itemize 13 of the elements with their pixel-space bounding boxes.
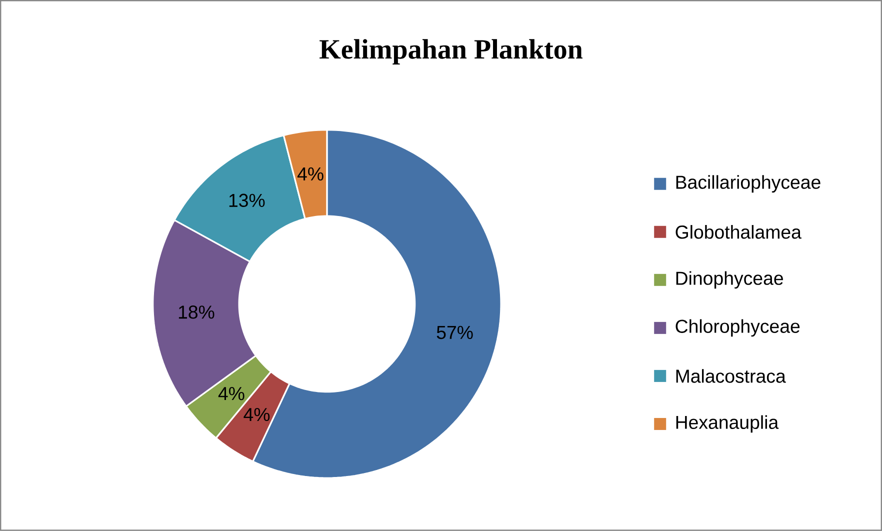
data-label: 4% (218, 387, 244, 400)
legend-label: Bacillariophyceae (676, 175, 820, 193)
data-label: 18% (178, 306, 214, 319)
data-label: 4% (244, 408, 270, 422)
legend-label: Chlorophyceae (676, 319, 800, 337)
data-label: 57% (436, 326, 473, 340)
legend-label: Hexanauplia (676, 415, 779, 433)
legend-label: Globothalamea (676, 225, 802, 239)
data-label: 4% (297, 168, 324, 181)
legend-label: Dinophyceae (676, 271, 783, 289)
chart-title: Kelimpahan Plankton (320, 39, 583, 65)
data-label: 13% (229, 194, 265, 208)
legend-label: Malacostraca (676, 369, 786, 383)
